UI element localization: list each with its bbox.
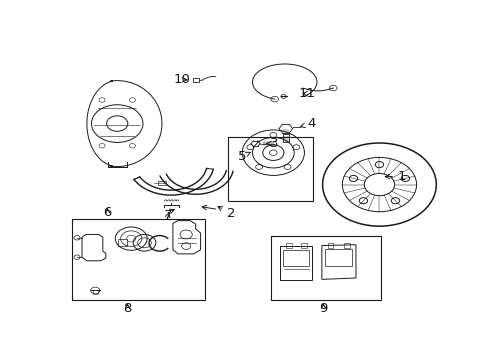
Bar xyxy=(193,78,199,82)
Bar xyxy=(158,181,166,185)
Bar xyxy=(327,243,332,248)
Bar xyxy=(285,243,291,248)
Bar xyxy=(93,291,97,294)
Text: 11: 11 xyxy=(298,87,315,100)
Bar xyxy=(271,236,381,300)
Text: 9: 9 xyxy=(319,302,327,315)
Text: 6: 6 xyxy=(103,206,111,219)
Text: 10: 10 xyxy=(173,73,190,86)
Text: 1: 1 xyxy=(385,170,406,183)
Text: 7: 7 xyxy=(163,210,172,222)
Text: 4: 4 xyxy=(300,117,315,130)
Bar xyxy=(227,138,312,201)
Bar xyxy=(343,243,349,248)
Bar xyxy=(283,250,309,266)
Bar xyxy=(324,249,351,266)
Bar xyxy=(301,243,306,248)
Bar xyxy=(118,239,127,246)
Text: 2: 2 xyxy=(218,207,235,220)
Bar xyxy=(280,246,312,280)
Bar xyxy=(72,219,205,300)
Text: 3: 3 xyxy=(266,137,278,150)
Text: 5: 5 xyxy=(238,150,250,163)
Text: 8: 8 xyxy=(123,302,131,315)
Bar xyxy=(283,134,288,142)
